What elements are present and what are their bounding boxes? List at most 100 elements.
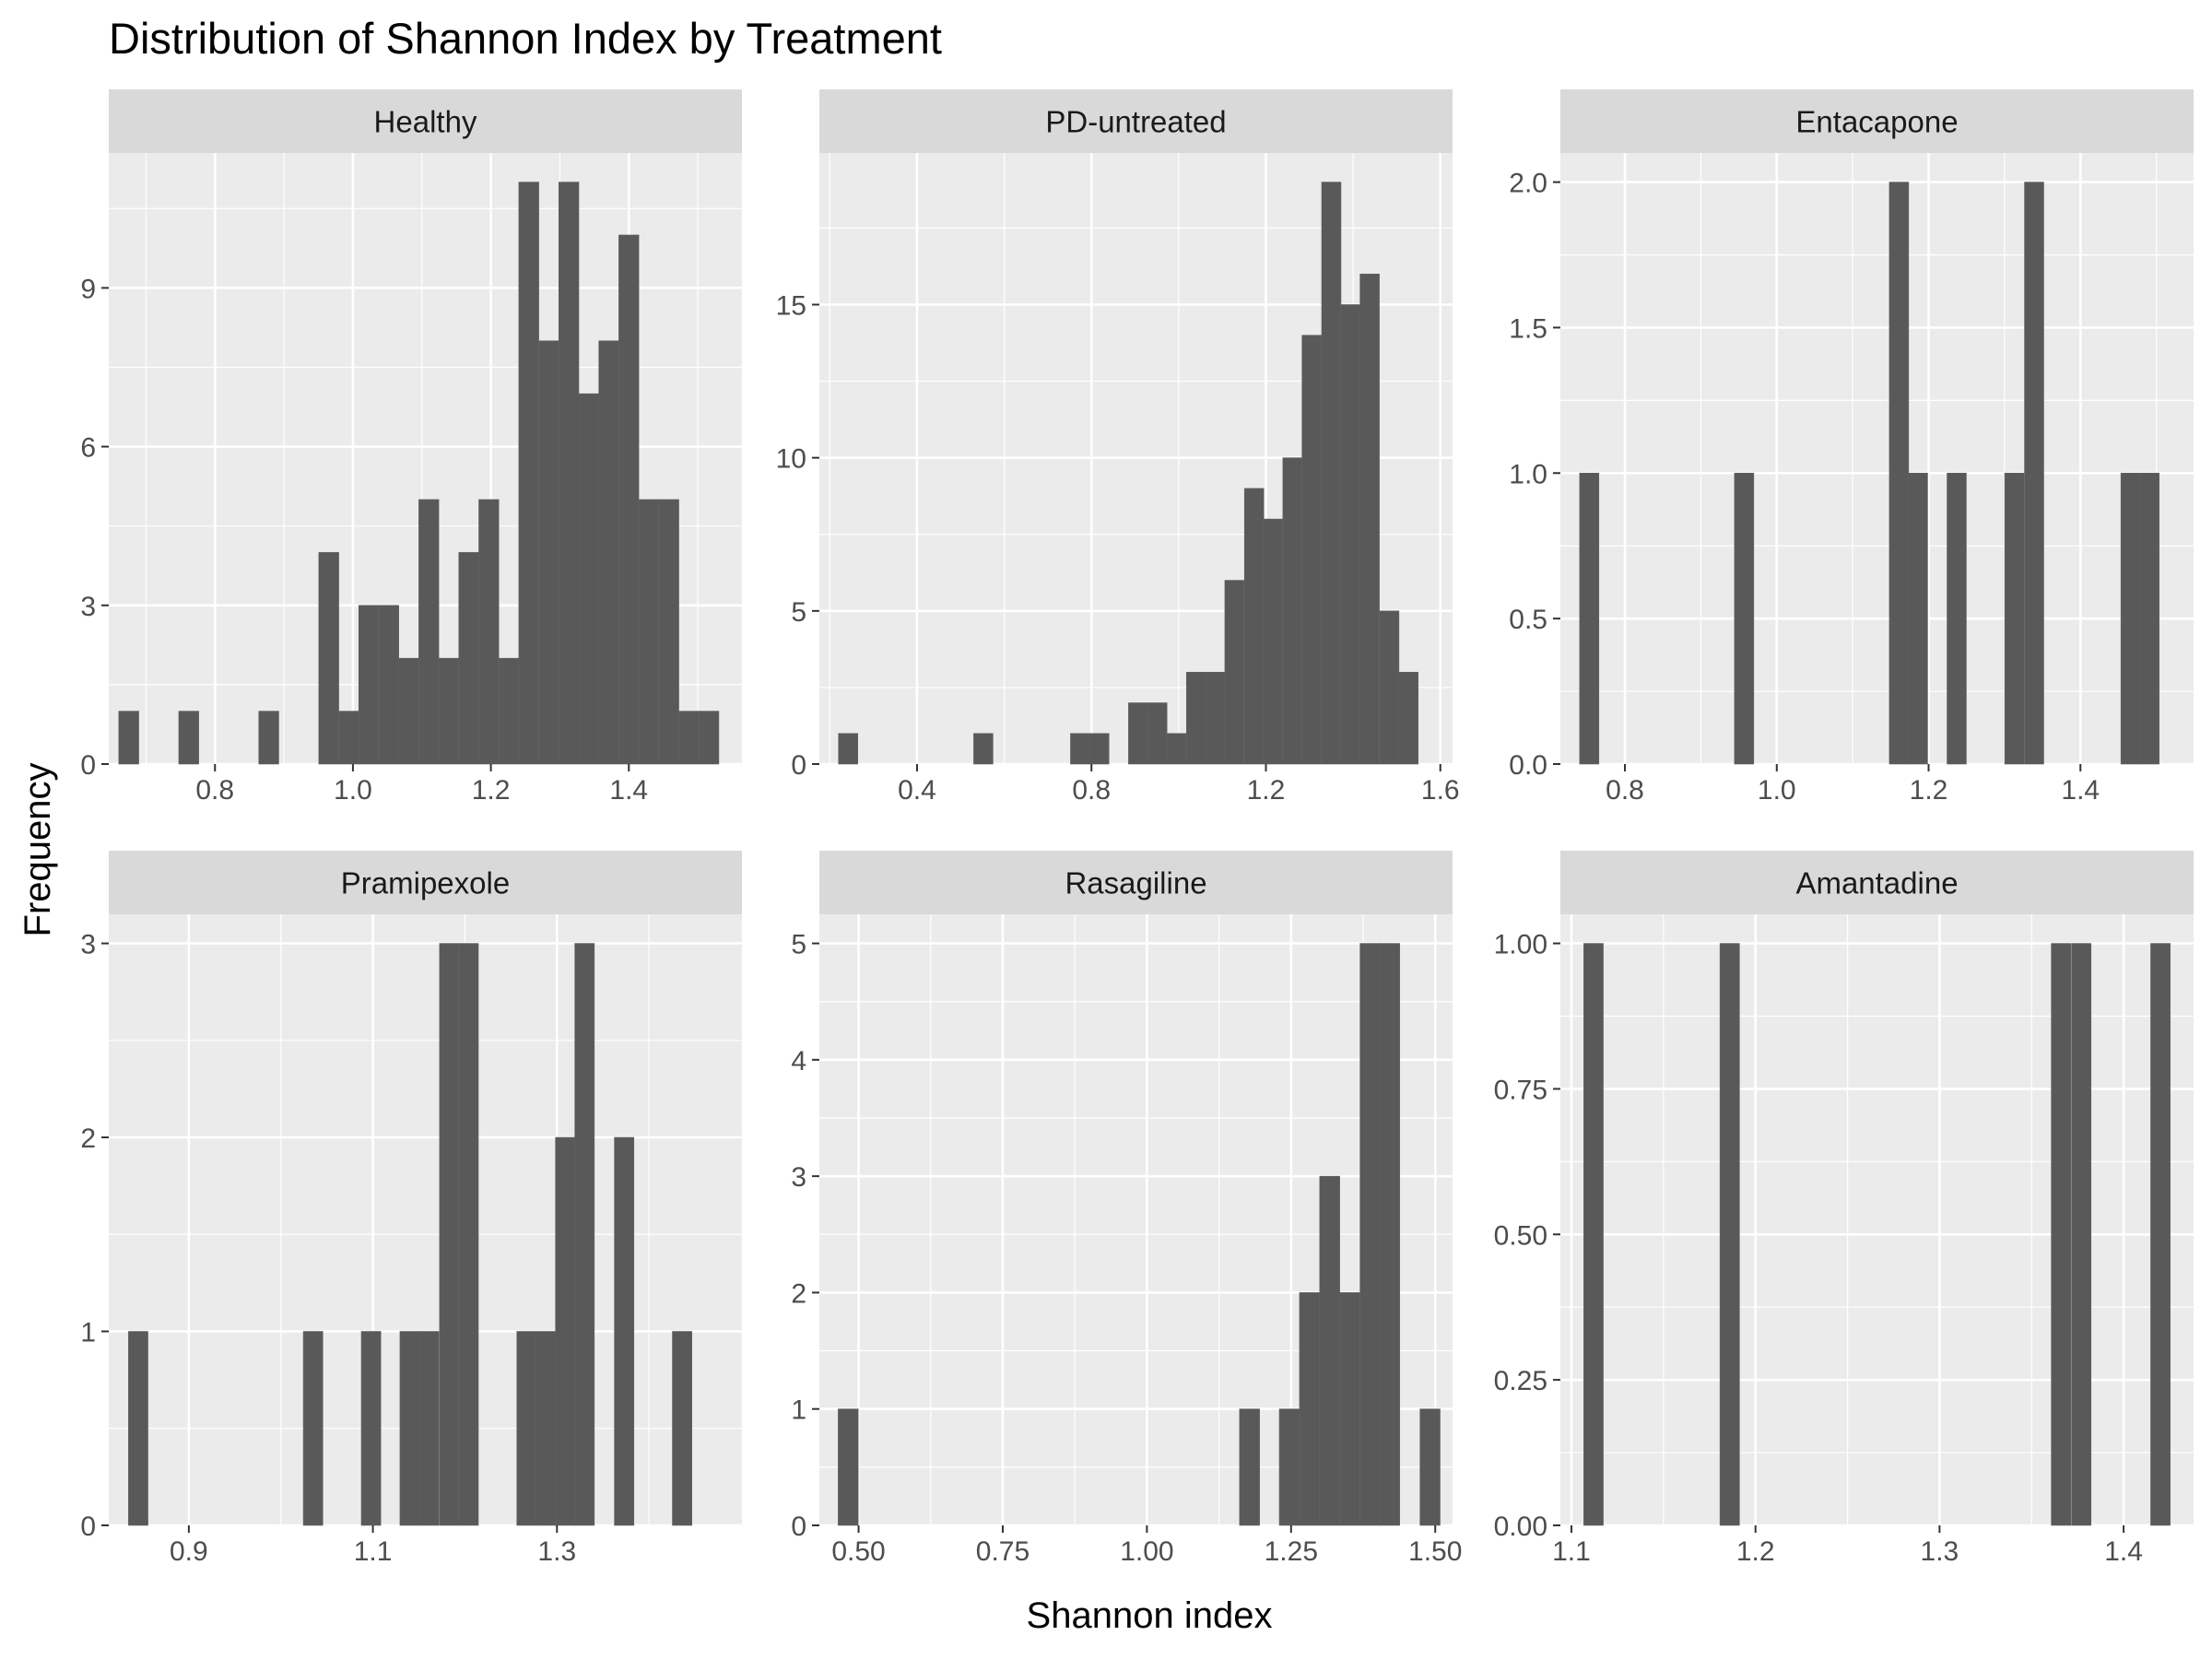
facet-entacapone: Entacapone 0.8 1.0 1.2 1.4 0.0 0.5 1.0 1.5 2.0	[1509, 89, 2194, 806]
histogram-bar	[458, 943, 479, 1526]
histogram-bar	[1339, 1292, 1360, 1526]
y-tick-label: 1.00	[1494, 930, 1547, 960]
histogram-bar	[1398, 672, 1418, 765]
facet-strip	[819, 851, 1453, 914]
histogram-bar	[2051, 943, 2072, 1526]
histogram-bar	[1908, 472, 1928, 765]
x-tick-label: 1.25	[1265, 1536, 1318, 1567]
x-tick-label: 1.4	[2104, 1536, 2143, 1567]
facet-pramipexole: Pramipexole 0.9 1.1 1.3 0 1 2 3	[80, 851, 742, 1567]
histogram-bar	[128, 1331, 148, 1526]
histogram-bar	[1419, 1408, 1441, 1526]
facet-pd-untreated: PD-untreated 0.4 0.8 1.2 1.6 0 5 10 15	[776, 89, 1460, 806]
x-tick-label: 1.2	[472, 775, 511, 806]
histogram-bar	[538, 340, 559, 765]
histogram-bar	[418, 499, 440, 765]
histogram-bar	[672, 1331, 692, 1526]
x-tick-label: 1.2	[1247, 775, 1286, 806]
histogram-bar	[358, 605, 380, 765]
histogram-bar	[1299, 1292, 1321, 1526]
histogram-bar	[1301, 335, 1322, 765]
x-tick-label: 1.2	[1736, 1536, 1775, 1567]
histogram-bar	[555, 1136, 576, 1526]
y-tick-label: 0	[80, 1512, 96, 1542]
y-tick-label: 1	[791, 1395, 806, 1426]
histogram-bar	[399, 1331, 420, 1526]
histogram-bar	[1719, 943, 1740, 1526]
histogram-bar	[1128, 702, 1148, 765]
histogram-bar	[302, 1331, 324, 1526]
x-tick-label: 1.4	[2061, 775, 2100, 806]
y-tick-label: 1.0	[1509, 459, 1547, 489]
y-tick-label: 1.5	[1509, 313, 1547, 344]
histogram-bar	[1205, 672, 1226, 765]
facet-strip	[819, 89, 1453, 153]
histogram-bar	[1583, 943, 1604, 1526]
y-tick-label: 0	[791, 750, 806, 781]
histogram-bar	[498, 657, 520, 765]
y-tick-label: 6	[80, 433, 96, 464]
histogram-bar	[658, 499, 679, 765]
histogram-bar	[973, 733, 994, 765]
histogram-bar	[418, 1331, 440, 1526]
histogram-bar	[1379, 610, 1400, 765]
y-tick-label: 0.0	[1509, 750, 1547, 781]
y-tick-label: 2.0	[1509, 169, 1547, 199]
facet-label: Rasagiline	[1065, 866, 1206, 900]
histogram-bar	[574, 943, 595, 1526]
histogram-bar	[1888, 182, 1910, 765]
x-tick-label: 1.6	[1421, 775, 1460, 806]
facet-panels: Healthy 0.8 1.0 1.2 1.4 0 3 6 9 PD-untreated 0.4 0.…	[80, 89, 2194, 1567]
histogram-bar	[258, 711, 279, 765]
histogram-bar	[398, 657, 419, 765]
histogram-bar	[1947, 472, 1967, 765]
x-tick-label: 1.0	[1758, 775, 1796, 806]
histogram-bar	[378, 605, 399, 765]
histogram-bar	[698, 711, 720, 765]
facet-label: Pramipexole	[341, 866, 510, 900]
facet-strip	[1560, 89, 2194, 153]
y-tick-label: 10	[776, 444, 806, 475]
histogram-bar	[598, 340, 619, 765]
x-tick-label: 1.3	[1921, 1536, 1959, 1567]
facet-amantadine: Amantadine 1.1 1.2 1.3 1.4 0.00 0.25 0.50 0.75 1.…	[1494, 851, 2194, 1567]
facet-healthy: Healthy 0.8 1.0 1.2 1.4 0 3 6 9	[80, 89, 742, 806]
facet-strip	[109, 89, 742, 153]
x-tick-label: 0.8	[195, 775, 234, 806]
y-tick-label: 0.00	[1494, 1512, 1547, 1542]
y-tick-label: 15	[776, 291, 806, 322]
histogram-bar	[2004, 472, 2025, 765]
y-tick-label: 0.50	[1494, 1220, 1547, 1251]
facet-label: PD-untreated	[1045, 105, 1226, 139]
histogram-bar	[439, 943, 460, 1526]
x-tick-label: 1.50	[1408, 1536, 1462, 1567]
y-tick-label: 0	[80, 750, 96, 781]
histogram-bar	[838, 1408, 859, 1526]
panel-background	[1560, 914, 2194, 1525]
y-tick-label: 2	[80, 1124, 96, 1154]
histogram-bar	[1282, 457, 1303, 765]
histogram-bar	[618, 234, 640, 765]
chart-title: Distribution of Shannon Index by Treatme…	[109, 14, 942, 63]
histogram-bar	[2139, 472, 2159, 765]
histogram-bar	[1166, 733, 1187, 765]
histogram-bar	[178, 711, 199, 765]
histogram-bar	[1147, 702, 1168, 765]
histogram-bar	[535, 1331, 557, 1526]
histogram-bar	[478, 499, 500, 765]
histogram-bar	[1359, 943, 1381, 1526]
facet-strip	[1560, 851, 2194, 914]
y-tick-label: 0.25	[1494, 1366, 1547, 1396]
facet-label: Healthy	[374, 105, 477, 139]
histogram-bar	[2120, 472, 2141, 765]
x-tick-label: 0.9	[170, 1536, 208, 1567]
histogram-bar	[1263, 518, 1284, 765]
histogram-bar	[1321, 182, 1342, 765]
x-tick-label: 0.4	[898, 775, 936, 806]
x-tick-label: 1.4	[609, 775, 648, 806]
histogram-bar	[1224, 580, 1245, 765]
y-axis-title: Frequency	[18, 763, 58, 937]
histogram-bar	[2150, 943, 2171, 1526]
histogram-bar	[678, 711, 700, 765]
